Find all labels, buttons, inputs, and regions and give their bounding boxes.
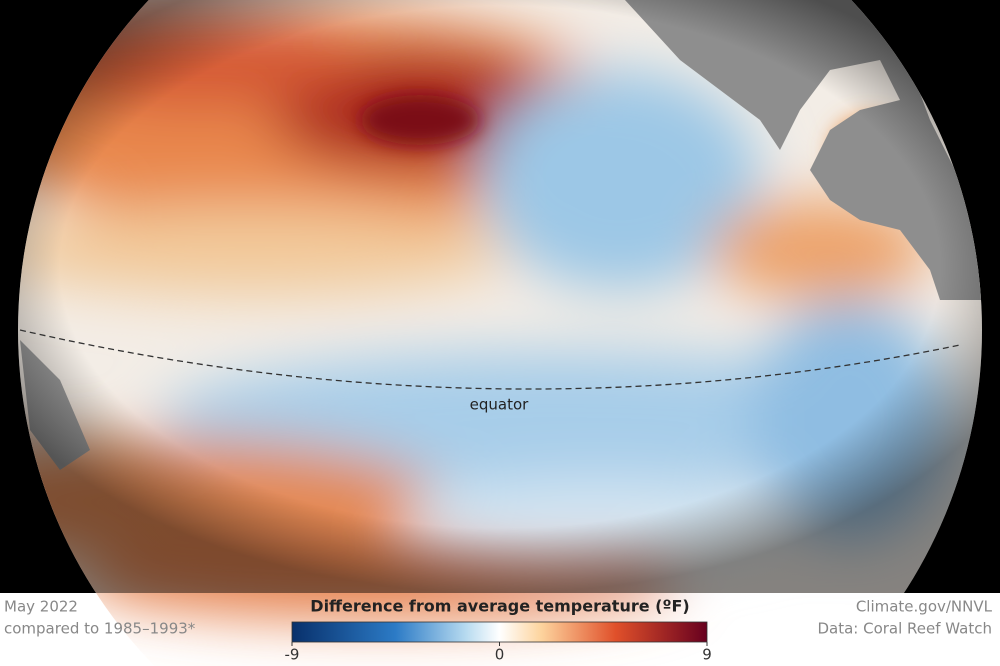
tick-label: -9 <box>285 646 300 664</box>
tick-label: 0 <box>495 646 505 664</box>
colorbar <box>291 621 708 643</box>
credit: Climate.gov/NNVL <box>856 598 993 616</box>
equator-label: equator <box>470 396 530 414</box>
date: May 2022 <box>4 598 78 616</box>
globe <box>18 0 982 620</box>
source: Data: Coral Reef Watch <box>817 620 992 638</box>
baseline: compared to 1985–1993* <box>4 620 196 638</box>
legend-title: Difference from average temperature (ºF) <box>310 597 689 616</box>
tick-label: 9 <box>702 646 712 664</box>
equator-line <box>19 329 961 390</box>
